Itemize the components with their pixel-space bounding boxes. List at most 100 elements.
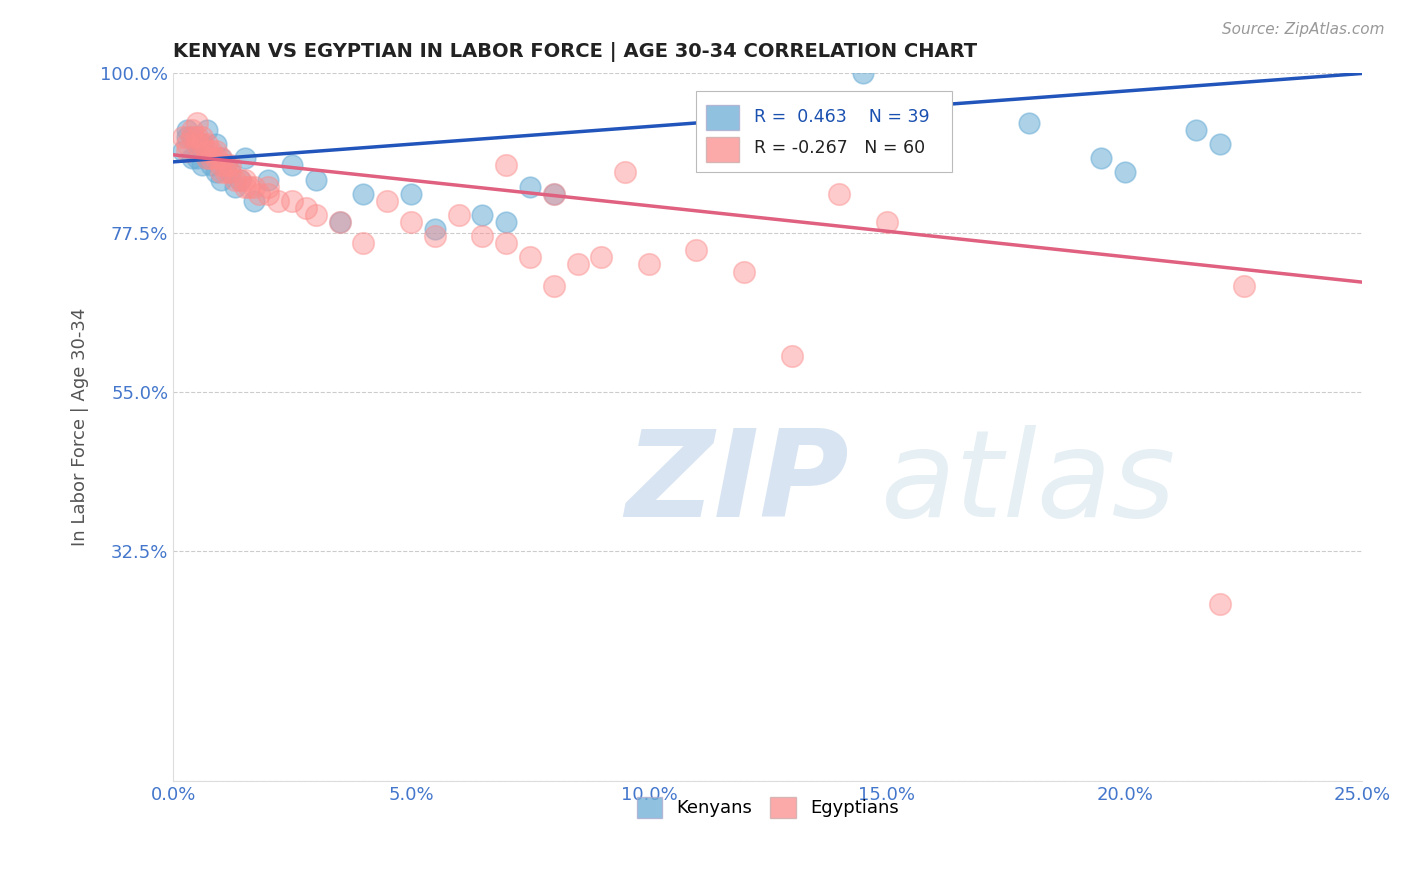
Point bbox=[214, 158, 236, 172]
Point bbox=[543, 278, 565, 293]
Point bbox=[238, 179, 260, 194]
Point bbox=[567, 257, 589, 271]
Point bbox=[205, 152, 228, 166]
FancyBboxPatch shape bbox=[696, 91, 952, 172]
Point bbox=[399, 215, 422, 229]
Point bbox=[219, 165, 242, 179]
Text: R = -0.267   N = 60: R = -0.267 N = 60 bbox=[754, 139, 925, 157]
Point bbox=[1209, 137, 1232, 152]
Point bbox=[181, 152, 204, 166]
Point bbox=[267, 194, 290, 208]
Point bbox=[205, 165, 228, 179]
Point bbox=[257, 172, 280, 186]
Point bbox=[876, 215, 898, 229]
Point bbox=[295, 201, 318, 215]
Point bbox=[329, 215, 352, 229]
Point bbox=[1209, 597, 1232, 611]
Point bbox=[305, 208, 328, 222]
Point bbox=[190, 137, 212, 152]
Point bbox=[195, 145, 218, 159]
Point bbox=[224, 179, 246, 194]
Point bbox=[243, 194, 266, 208]
Point bbox=[195, 152, 218, 166]
Text: atlas: atlas bbox=[880, 425, 1177, 542]
Point bbox=[519, 179, 541, 194]
Text: R =  0.463    N = 39: R = 0.463 N = 39 bbox=[754, 108, 929, 126]
Point bbox=[1090, 152, 1112, 166]
Point bbox=[543, 186, 565, 201]
Point bbox=[1232, 278, 1254, 293]
Point bbox=[214, 165, 236, 179]
Point bbox=[591, 251, 613, 265]
Point bbox=[176, 130, 198, 145]
Point bbox=[176, 137, 198, 152]
Point bbox=[205, 137, 228, 152]
Point bbox=[353, 236, 375, 251]
Point bbox=[172, 130, 194, 145]
Point bbox=[233, 172, 256, 186]
Point bbox=[495, 215, 517, 229]
Point bbox=[281, 158, 304, 172]
Point bbox=[281, 194, 304, 208]
Point bbox=[852, 66, 875, 80]
Point bbox=[353, 186, 375, 201]
Point bbox=[638, 257, 661, 271]
Point bbox=[181, 130, 204, 145]
Point bbox=[176, 123, 198, 137]
Point bbox=[209, 152, 232, 166]
Point bbox=[224, 172, 246, 186]
Point bbox=[172, 145, 194, 159]
Point bbox=[519, 251, 541, 265]
Point bbox=[186, 116, 208, 130]
Point bbox=[186, 152, 208, 166]
Text: ZIP: ZIP bbox=[626, 425, 849, 542]
Point bbox=[257, 179, 280, 194]
Point bbox=[176, 145, 198, 159]
Point bbox=[200, 145, 222, 159]
Point bbox=[543, 186, 565, 201]
Point bbox=[190, 158, 212, 172]
Point bbox=[1185, 123, 1208, 137]
Point bbox=[205, 145, 228, 159]
FancyBboxPatch shape bbox=[706, 105, 740, 130]
Point bbox=[399, 186, 422, 201]
Point bbox=[423, 229, 446, 244]
Point bbox=[209, 172, 232, 186]
Text: Source: ZipAtlas.com: Source: ZipAtlas.com bbox=[1222, 22, 1385, 37]
Point bbox=[186, 130, 208, 145]
Point bbox=[471, 208, 494, 222]
Point bbox=[229, 172, 252, 186]
Point bbox=[423, 222, 446, 236]
Point bbox=[186, 137, 208, 152]
Point bbox=[181, 130, 204, 145]
Point bbox=[190, 130, 212, 145]
Point bbox=[685, 244, 707, 258]
Point bbox=[495, 236, 517, 251]
Point bbox=[195, 123, 218, 137]
Point bbox=[495, 158, 517, 172]
Point bbox=[375, 194, 398, 208]
Point bbox=[219, 158, 242, 172]
Point bbox=[828, 186, 851, 201]
Point bbox=[1114, 165, 1136, 179]
Text: KENYAN VS EGYPTIAN IN LABOR FORCE | AGE 30-34 CORRELATION CHART: KENYAN VS EGYPTIAN IN LABOR FORCE | AGE … bbox=[173, 42, 977, 62]
Point bbox=[195, 137, 218, 152]
Point bbox=[181, 123, 204, 137]
Point bbox=[233, 179, 256, 194]
Y-axis label: In Labor Force | Age 30-34: In Labor Force | Age 30-34 bbox=[72, 308, 89, 547]
Point bbox=[257, 186, 280, 201]
Legend: Kenyans, Egyptians: Kenyans, Egyptians bbox=[630, 789, 905, 825]
Point bbox=[229, 172, 252, 186]
Point bbox=[209, 152, 232, 166]
Point bbox=[195, 152, 218, 166]
Point bbox=[247, 186, 270, 201]
Point bbox=[190, 137, 212, 152]
Point bbox=[200, 152, 222, 166]
Point bbox=[329, 215, 352, 229]
Point bbox=[733, 264, 755, 278]
Point bbox=[447, 208, 470, 222]
Point bbox=[614, 165, 637, 179]
Point bbox=[209, 165, 232, 179]
Point bbox=[214, 158, 236, 172]
Point bbox=[471, 229, 494, 244]
